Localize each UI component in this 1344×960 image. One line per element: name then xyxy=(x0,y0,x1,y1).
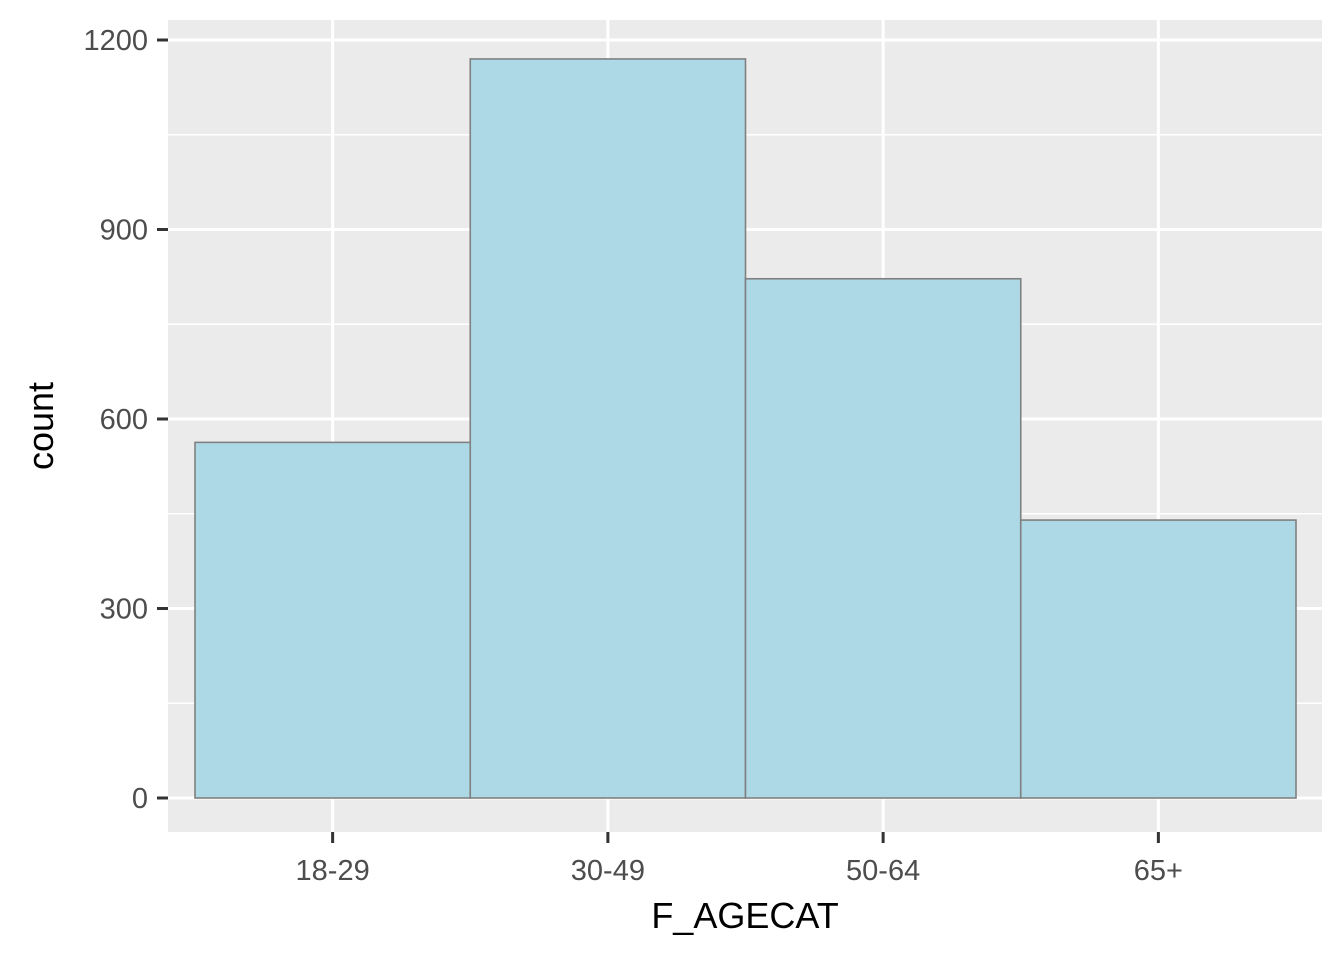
bar-18-29 xyxy=(194,441,472,799)
y-tick-label: 300 xyxy=(100,594,148,626)
y-tick-label: 0 xyxy=(132,783,148,815)
x-axis-title: F_AGECAT xyxy=(651,895,838,936)
y-axis: 0 300 600 900 1200 xyxy=(83,25,168,815)
x-axis: 18-29 30-49 50-64 65+ xyxy=(296,832,1183,887)
x-tick-label: 18-29 xyxy=(296,855,370,887)
y-tick-label: 1200 xyxy=(83,25,148,57)
y-tick-label: 600 xyxy=(100,404,148,436)
x-tick-label: 50-64 xyxy=(846,855,920,887)
x-tick-label: 30-49 xyxy=(571,855,645,887)
bars xyxy=(194,58,1297,799)
bar-50-64 xyxy=(744,277,1022,799)
bar-65+ xyxy=(1019,519,1297,799)
x-tick-label: 65+ xyxy=(1134,855,1183,887)
y-axis-title: count xyxy=(20,382,61,470)
y-tick-label: 900 xyxy=(100,215,148,247)
bar-30-49 xyxy=(469,58,747,799)
